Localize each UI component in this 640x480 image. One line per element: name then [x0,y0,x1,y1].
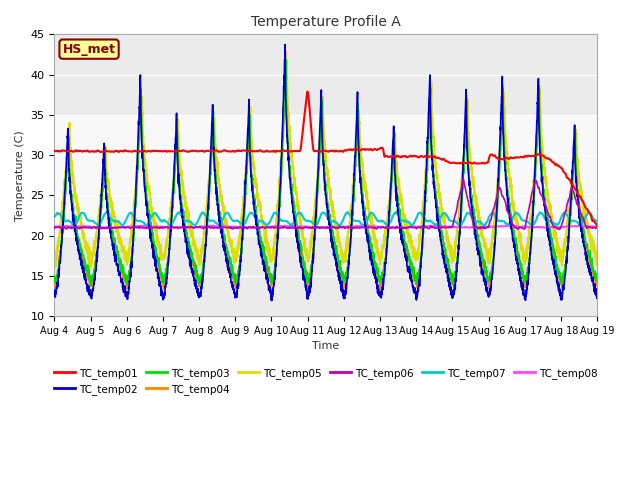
Bar [54,115,597,236]
Title: Temperature Profile A: Temperature Profile A [251,15,401,29]
Legend: TC_temp01, TC_temp02, TC_temp03, TC_temp04, TC_temp05, TC_temp06, TC_temp07, TC_: TC_temp01, TC_temp02, TC_temp03, TC_temp… [50,364,602,399]
X-axis label: Time: Time [312,341,339,351]
Text: HS_met: HS_met [63,43,116,56]
Y-axis label: Temperature (C): Temperature (C) [15,130,25,221]
